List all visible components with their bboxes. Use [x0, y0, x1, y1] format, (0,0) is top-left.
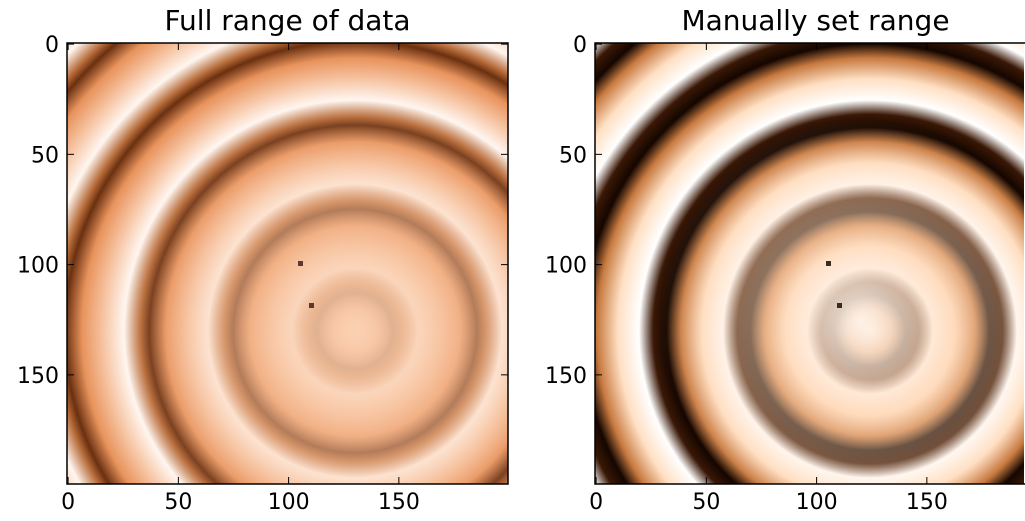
x-tick-label: 50: [164, 490, 192, 515]
axes-frame: [594, 42, 1025, 485]
x-tick-label: 0: [589, 490, 603, 515]
y-tick-label: 150: [17, 364, 59, 389]
x-tick-label: 150: [906, 490, 948, 515]
image: [595, 43, 1024, 484]
chart-title: Manually set range: [681, 4, 949, 37]
x-tick-label: 50: [692, 490, 720, 515]
y-tick-label: 0: [45, 33, 59, 58]
x-tick-label: 150: [378, 490, 420, 515]
x-tick-label: 100: [268, 490, 310, 515]
y-tick-label: 0: [573, 33, 587, 58]
image: [67, 43, 508, 484]
x-tick-label: 0: [61, 490, 75, 515]
y-tick-label: 50: [31, 143, 59, 168]
y-tick-label: 100: [545, 254, 587, 279]
chart-title: Full range of data: [164, 4, 410, 37]
y-tick-label: 100: [17, 254, 59, 279]
y-tick-label: 50: [559, 143, 587, 168]
x-tick-label: 100: [796, 490, 838, 515]
y-tick-label: 150: [545, 364, 587, 389]
axes-frame: [66, 42, 509, 485]
